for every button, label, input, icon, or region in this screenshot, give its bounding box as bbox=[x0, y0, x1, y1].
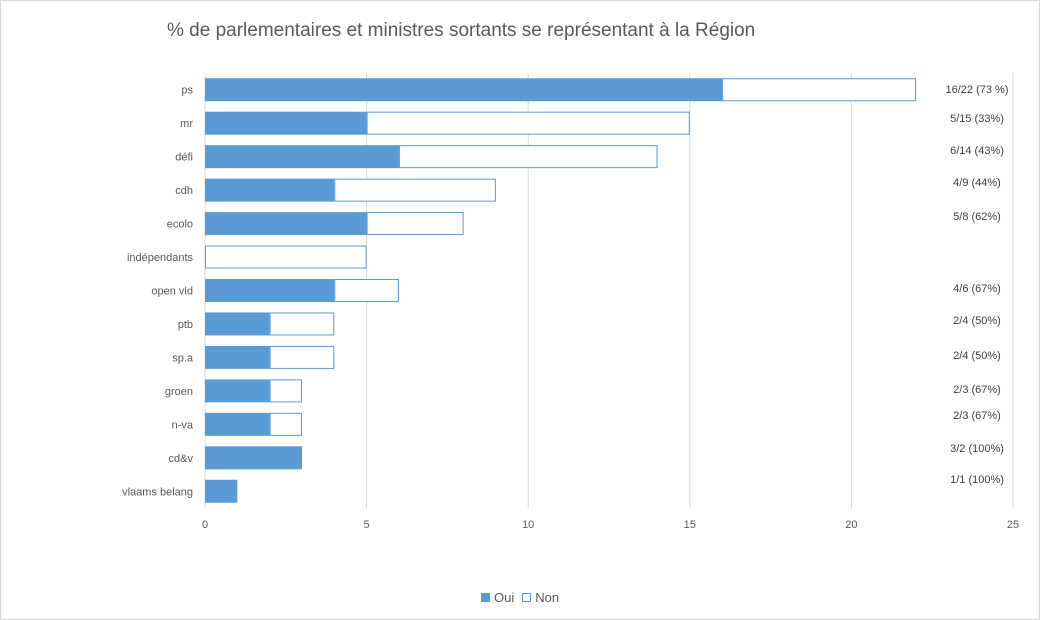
bar-non bbox=[269, 312, 335, 336]
bar-non bbox=[269, 345, 335, 369]
legend-label-oui: Oui bbox=[494, 590, 515, 605]
bar-non bbox=[334, 178, 496, 202]
x-tick-label: 25 bbox=[1007, 519, 1019, 531]
category-label: sp.a bbox=[172, 352, 194, 364]
category-label: vlaams belang bbox=[122, 486, 193, 498]
bar-non bbox=[334, 279, 399, 302]
bar-oui bbox=[205, 178, 335, 202]
chart-legend: Oui Non bbox=[481, 590, 567, 605]
category-label: ecolo bbox=[167, 219, 193, 231]
chart-title: % de parlementaires et ministres sortant… bbox=[167, 20, 756, 41]
bar-oui bbox=[205, 345, 270, 369]
annotation-label: 2/3 (67%) bbox=[953, 410, 1001, 422]
annotation-label: 2/4 (50%) bbox=[953, 350, 1001, 362]
annotation-label: 2/3 (67%) bbox=[953, 384, 1001, 396]
legend-swatch-oui bbox=[481, 593, 490, 602]
category-label: cd&v bbox=[169, 453, 194, 465]
annotation-label: 4/6 (67%) bbox=[953, 283, 1001, 295]
category-label: ptb bbox=[178, 319, 193, 331]
bar-non bbox=[269, 412, 302, 436]
x-tick-label: 0 bbox=[202, 519, 208, 531]
x-tick-label: 20 bbox=[845, 519, 857, 531]
legend-item-non: Non bbox=[522, 590, 559, 605]
x-tick-label: 5 bbox=[364, 519, 370, 531]
bar-oui bbox=[205, 279, 335, 302]
bar-oui bbox=[205, 446, 302, 470]
category-label: groen bbox=[165, 386, 193, 398]
annotation-label: 16/22 (73 %) bbox=[946, 84, 1009, 96]
annotation-label: 4/9 (44%) bbox=[953, 177, 1001, 189]
category-label: mr bbox=[180, 118, 193, 130]
category-label: cdh bbox=[175, 185, 193, 197]
bar-oui bbox=[205, 145, 399, 169]
legend-swatch-non bbox=[522, 593, 532, 602]
bar-non bbox=[366, 111, 690, 135]
category-label: open vld bbox=[151, 286, 193, 298]
bar-oui bbox=[205, 379, 270, 403]
bar-non bbox=[269, 379, 302, 403]
category-label: défi bbox=[175, 152, 193, 164]
bar-oui bbox=[205, 78, 723, 102]
annotation-label: 1/1 (100%) bbox=[950, 474, 1004, 486]
bar-oui bbox=[205, 111, 367, 135]
annotation-label: 6/14 (43%) bbox=[950, 145, 1004, 157]
annotation-label: 5/8 (62%) bbox=[953, 211, 1001, 223]
legend-item-oui: Oui bbox=[481, 590, 514, 605]
category-label: n-va bbox=[172, 419, 194, 431]
legend-label-non: Non bbox=[535, 590, 560, 605]
bar-oui bbox=[205, 312, 270, 336]
x-tick-label: 15 bbox=[684, 519, 696, 531]
x-tick-label: 10 bbox=[522, 519, 534, 531]
bar-non bbox=[398, 145, 658, 169]
bar-non bbox=[205, 245, 367, 269]
annotation-label: 2/4 (50%) bbox=[953, 315, 1001, 327]
bar-oui bbox=[205, 479, 238, 503]
bar-oui bbox=[205, 412, 270, 436]
annotation-label: 5/15 (33%) bbox=[950, 113, 1004, 125]
category-label: ps bbox=[181, 85, 193, 97]
bar-non bbox=[366, 212, 464, 236]
annotation-label: 3/2 (100%) bbox=[950, 443, 1004, 455]
bar-non bbox=[722, 78, 917, 102]
category-label: indépendants bbox=[127, 252, 194, 264]
bar-oui bbox=[205, 212, 367, 236]
